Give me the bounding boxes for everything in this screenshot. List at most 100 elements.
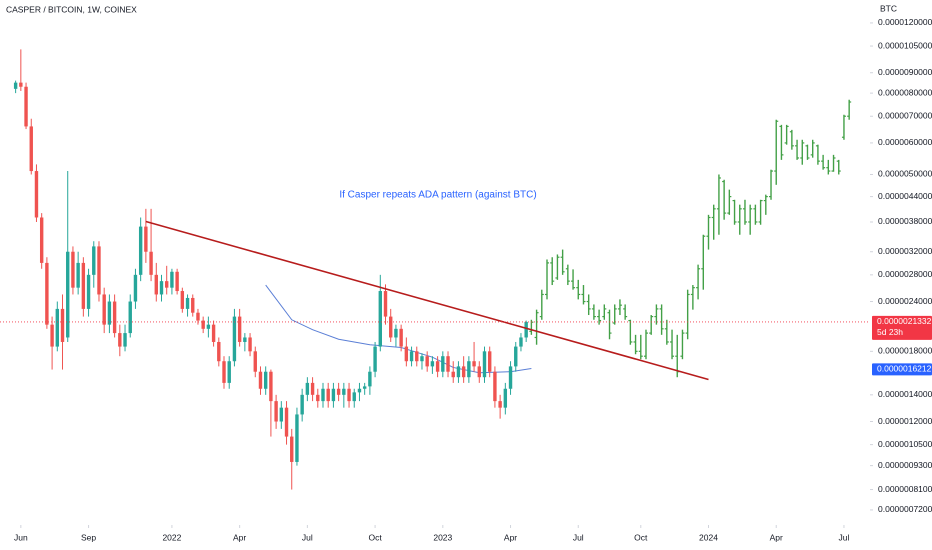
candle-body	[446, 356, 450, 372]
candle-body	[336, 388, 341, 395]
y-tick-label: 0.0000024000	[878, 296, 932, 306]
candle-body	[66, 251, 70, 338]
y-tick-label: 0.0000032000	[878, 246, 932, 256]
y-tick-label: 0.0000044000	[878, 191, 932, 201]
candle-body	[211, 324, 216, 342]
candle-body	[461, 366, 466, 378]
candle-body	[112, 301, 117, 334]
candle-body	[123, 333, 127, 347]
price-tag-label: 0.0000021332	[877, 316, 932, 326]
x-tick-label: Oct	[368, 532, 382, 542]
candle-body	[362, 386, 367, 389]
candle-body	[60, 308, 65, 342]
x-tick-label: Apr	[770, 532, 783, 542]
candle-body	[138, 226, 143, 275]
candle-body	[498, 401, 502, 408]
x-tick-label: Apr	[504, 532, 517, 542]
candle-body	[29, 126, 33, 172]
price-tag-sublabel: 5d 23h	[877, 327, 903, 337]
candle-body	[347, 388, 351, 402]
candle-body	[430, 361, 435, 367]
candle-body	[456, 366, 461, 378]
candle-body	[524, 321, 528, 338]
candle-body	[55, 308, 60, 347]
candle-body	[316, 394, 320, 402]
chart-title: CASPER / BITCOIN, 1W, COINEX	[6, 4, 137, 14]
candle-body	[237, 316, 242, 342]
price-tag-label: 0.0000016212	[877, 364, 932, 374]
y-tick-label: 0.0000007200	[878, 504, 932, 514]
candle-body	[180, 291, 185, 309]
candle-body	[326, 388, 330, 402]
candle-body	[76, 262, 80, 288]
candle-body	[342, 388, 346, 395]
y-tick-label: 0.0000012000	[878, 416, 932, 426]
y-tick-label: 0.0000120000	[878, 17, 932, 27]
x-tick-label: Oct	[634, 532, 648, 542]
candle-body	[290, 436, 294, 462]
y-tick-label: 0.0000009300	[878, 460, 932, 470]
y-tick-label: 0.0000008100	[878, 484, 932, 494]
candle-body	[310, 382, 315, 395]
candle-body	[175, 271, 179, 292]
candle-body	[81, 262, 86, 309]
candle-body	[441, 356, 445, 372]
candle-body	[165, 281, 169, 288]
y-unit: BTC	[880, 3, 897, 13]
annotation: If Casper repeats ADA pattern (against B…	[339, 190, 536, 201]
candle-body	[357, 388, 362, 393]
candle-body	[378, 291, 382, 347]
candle-body	[159, 281, 164, 295]
candle-body	[243, 337, 247, 342]
y-tick-label: 0.0000080000	[878, 87, 932, 97]
candle-body	[420, 356, 424, 362]
candle-body	[477, 366, 481, 378]
y-tick-label: 0.0000050000	[878, 169, 932, 179]
y-tick-label: 0.0000028000	[878, 269, 932, 279]
candle-body	[232, 316, 237, 362]
candle-body	[133, 274, 138, 302]
candle-body	[482, 351, 487, 378]
candle-body	[295, 414, 299, 462]
y-tick-label: 0.0000070000	[878, 110, 932, 120]
candle-body	[305, 382, 310, 395]
candle-body	[170, 271, 174, 288]
candle-body	[383, 291, 388, 317]
y-tick-label: 0.0000105000	[878, 40, 932, 50]
x-tick-label: 2023	[433, 532, 452, 542]
candle-body	[331, 388, 336, 402]
candle-body	[352, 392, 356, 402]
candle-body	[144, 226, 148, 252]
candle-body	[409, 351, 414, 362]
x-tick-label: 2022	[162, 532, 181, 542]
x-tick-label: Sep	[81, 532, 96, 542]
candle-body	[451, 371, 455, 378]
candle-body	[39, 217, 44, 263]
price-tag	[872, 363, 932, 376]
candle-body	[222, 361, 226, 383]
candle-body	[19, 82, 23, 87]
candle-body	[97, 246, 101, 295]
candle-body	[50, 324, 54, 347]
candle-body	[185, 297, 190, 309]
candle-body	[128, 301, 132, 334]
candle-body	[154, 274, 158, 295]
candle-body	[102, 294, 106, 325]
candle-body	[394, 328, 398, 338]
candle-body	[415, 351, 419, 362]
x-tick-label: Jul	[839, 532, 850, 542]
candle-body	[149, 251, 153, 275]
candle-body	[389, 316, 393, 338]
candle-body	[107, 301, 112, 325]
candle-body	[467, 361, 471, 378]
candle-body	[248, 337, 252, 352]
candle-body	[508, 366, 513, 389]
y-tick-label: 0.0000060000	[878, 137, 932, 147]
candle-body	[263, 371, 268, 389]
y-tick-label: 0.0000010500	[878, 439, 932, 449]
candle-body	[92, 246, 96, 275]
candle-body	[253, 351, 257, 372]
